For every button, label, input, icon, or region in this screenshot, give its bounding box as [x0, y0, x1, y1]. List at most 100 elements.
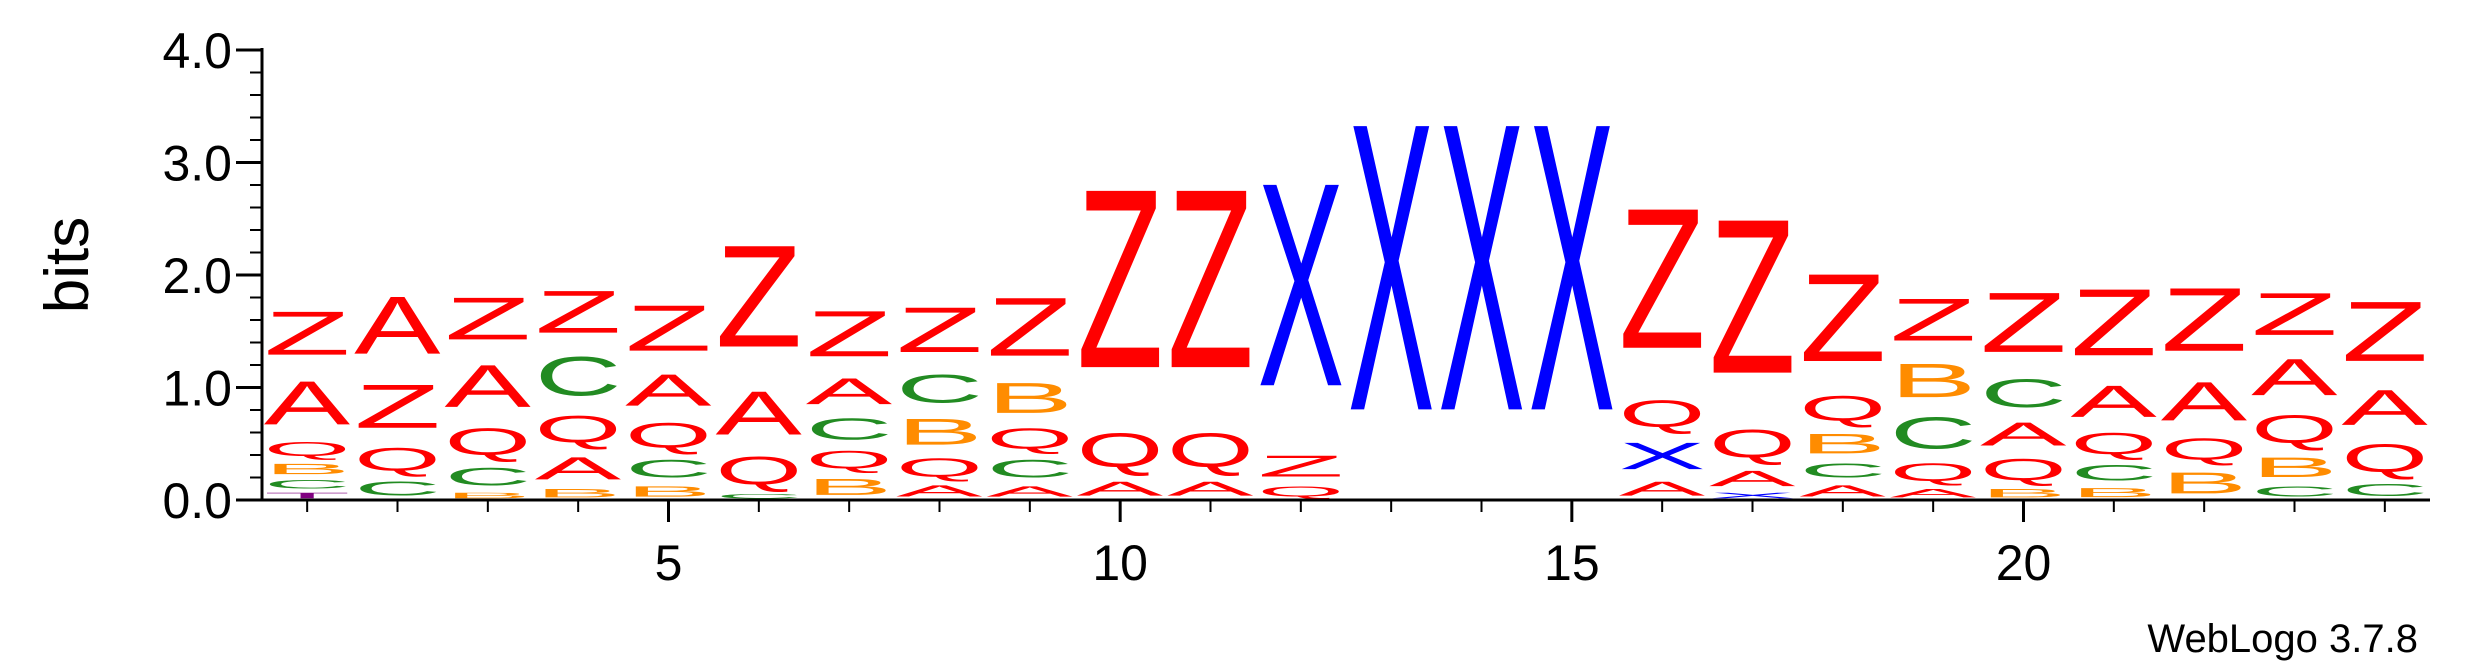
glyph-Z-pos-10: Z: [1077, 136, 1164, 422]
y-tick-label: 2.0: [162, 248, 232, 304]
glyph-A-pos-20: A: [1980, 416, 2066, 453]
glyph-C-pos-23: C: [2251, 483, 2338, 500]
y-tick-label: 3.0: [162, 136, 232, 192]
glyph-A-pos-16: A: [1619, 477, 1706, 500]
glyph-C-pos-20: C: [1980, 370, 2067, 415]
stack-position-15: X: [1528, 37, 1615, 497]
glyph-C-pos-1: C: [264, 478, 351, 491]
glyph-Z-pos-1: Z: [264, 299, 351, 368]
glyph-Q-pos-20: Q: [1980, 453, 2067, 487]
glyph-Q-pos-5: Q: [625, 415, 712, 455]
stack-position-12: QZX: [1257, 122, 1344, 500]
glyph-A-pos-9: A: [986, 483, 1073, 500]
glyph-Q-pos-8: Q: [896, 453, 983, 482]
glyph-Z-pos-23: Z: [2251, 281, 2338, 348]
x-tick-label: 5: [655, 535, 683, 591]
weblogo-credit: WebLogo 3.7.8: [2147, 617, 2418, 661]
glyph-X-pos-13: X: [1348, 37, 1435, 497]
glyph-A-pos-22: A: [2161, 371, 2248, 433]
glyph-B-pos-20: B: [1980, 486, 2067, 500]
glyph-Z-pos-11: Z: [1167, 136, 1254, 422]
glyph-A-pos-3: A: [444, 353, 531, 420]
glyph-B-pos-22: B: [2161, 466, 2248, 500]
glyph-Q-pos-1: Q: [264, 438, 351, 461]
glyph-B-pos-5: B: [625, 483, 712, 500]
glyph-Q-pos-11: Q: [1167, 424, 1254, 478]
chart-axes: 0.0 1.0 2.0 3.0 4.0 5 10 15 20: [162, 23, 2430, 591]
glyph-Q-pos-7: Q: [806, 446, 893, 474]
glyph-C-pos-24: C: [2341, 481, 2428, 500]
glyph-A-pos-18: A: [1799, 482, 1886, 500]
glyph-Z-pos-22: Z: [2161, 269, 2248, 370]
glyph-C-pos-5: C: [625, 455, 712, 483]
x-tick-label: 20: [1996, 535, 2052, 591]
glyph-B-pos-9: B: [986, 374, 1073, 423]
glyph-B-pos-18: B: [1799, 428, 1886, 459]
glyph-Z-pos-17: Z: [1709, 174, 1796, 420]
glyph-B-pos-1: B: [264, 461, 351, 478]
stack-position-13: X: [1348, 37, 1435, 497]
glyph-Z-pos-18: Z: [1799, 249, 1886, 389]
glyph-Q-pos-3: Q: [444, 420, 531, 463]
x-tick-label: 15: [1544, 535, 1600, 591]
glyph-Z-pos-24: Z: [2341, 284, 2428, 379]
glyph-Z-pos-3: Z: [444, 285, 531, 352]
glyph-Q-pos-2: Q: [354, 442, 441, 478]
glyph-A-pos-4: A: [535, 450, 621, 486]
glyph-Q-pos-4: Q: [535, 408, 622, 451]
glyph-B-pos-21: B: [2070, 485, 2157, 500]
glyph-Q-pos-21: Q: [2070, 427, 2157, 461]
glyph-Q-pos-9: Q: [986, 422, 1073, 455]
glyph-B-pos-19: B: [1890, 353, 1977, 407]
glyph-Z-pos-6: Z: [715, 216, 802, 378]
glyph-Z-pos-19: Z: [1890, 286, 1977, 353]
glyph-A-pos-21: A: [2070, 376, 2157, 427]
glyph-Q-pos-17: Q: [1709, 421, 1796, 466]
y-tick-label: 0.0: [162, 473, 232, 529]
glyph-B-pos-7: B: [806, 474, 893, 500]
y-tick-label: 1.0: [162, 361, 232, 417]
glyph-Z-pos-9: Z: [986, 280, 1073, 373]
stack-position-10: AQZ: [1077, 136, 1164, 500]
glyph-A-pos-24: A: [2341, 379, 2428, 435]
glyph-Q-pos-12: Q: [1257, 483, 1344, 500]
glyph-X-pos-17: X: [1709, 491, 1796, 500]
glyph-Q-pos-19: Q: [1890, 459, 1977, 487]
y-tick-label: 4.0: [162, 23, 232, 79]
glyph-A-pos-1: A: [264, 368, 351, 438]
glyph-Z-pos-8: Z: [896, 294, 983, 366]
glyph-Q-pos-24: Q: [2341, 436, 2428, 481]
glyph-Q-pos-18: Q: [1799, 388, 1886, 428]
glyph-X-pos-16: X: [1619, 435, 1706, 478]
glyph-A-pos-2: A: [354, 279, 441, 371]
glyph-Z-pos-4: Z: [535, 278, 622, 345]
glyph-C-pos-6: C: [715, 493, 802, 500]
glyph-Q-pos-6: Q: [715, 448, 802, 493]
glyph-A-pos-8: A: [896, 482, 983, 500]
glyph-Z-pos-7: Z: [806, 298, 893, 371]
glyph-C-pos-3: C: [444, 463, 531, 491]
glyph-Q-pos-10: Q: [1077, 424, 1164, 478]
glyph-Z-pos-2: Z: [354, 372, 441, 441]
glyph-Z-pos-20: Z: [1980, 275, 2067, 370]
glyph-C-pos-4: C: [535, 345, 622, 407]
glyph-Z-pos-5: Z: [625, 292, 712, 365]
glyph-B-pos-3: B: [444, 491, 531, 500]
glyph-T-pos-1: T: [264, 491, 351, 500]
